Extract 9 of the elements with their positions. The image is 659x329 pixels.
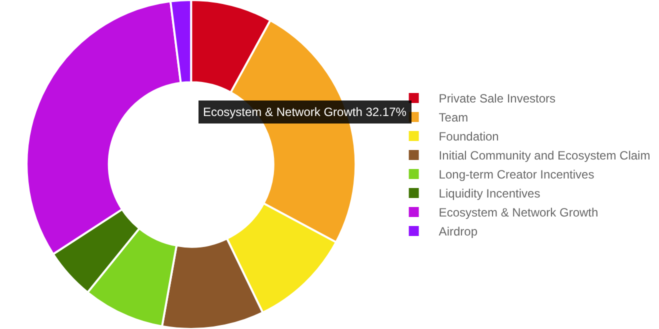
legend-label: Foundation bbox=[438, 130, 499, 144]
legend-label: Liquidity Incentives bbox=[438, 186, 540, 201]
text: Ecosystem & Network Growth 32.17% bbox=[203, 105, 407, 119]
legend-label: Airdrop bbox=[438, 224, 478, 239]
legend-label: Team bbox=[438, 110, 468, 125]
legend-label: Private Sale Investors bbox=[438, 92, 556, 106]
legend-label: Initial Community and Ecosystem Claim bbox=[438, 148, 650, 163]
legend-label: Ecosystem & Network Growth bbox=[438, 206, 598, 220]
legend-label: Long-term Creator Incentives bbox=[438, 168, 594, 182]
